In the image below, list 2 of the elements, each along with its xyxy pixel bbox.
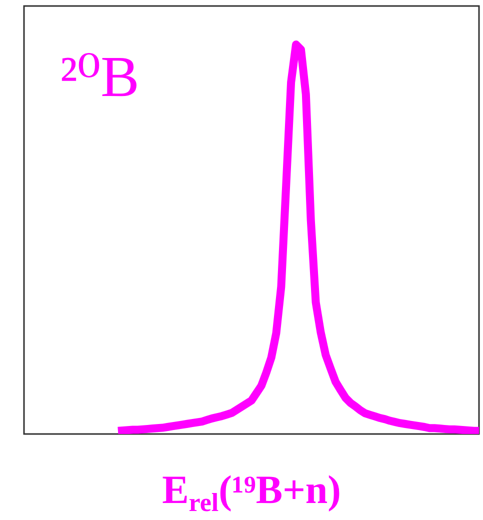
chart-title: ²⁰B [60, 44, 140, 109]
x-axis-title: E$_{rel}$(¹⁹B+n) [161, 467, 342, 517]
